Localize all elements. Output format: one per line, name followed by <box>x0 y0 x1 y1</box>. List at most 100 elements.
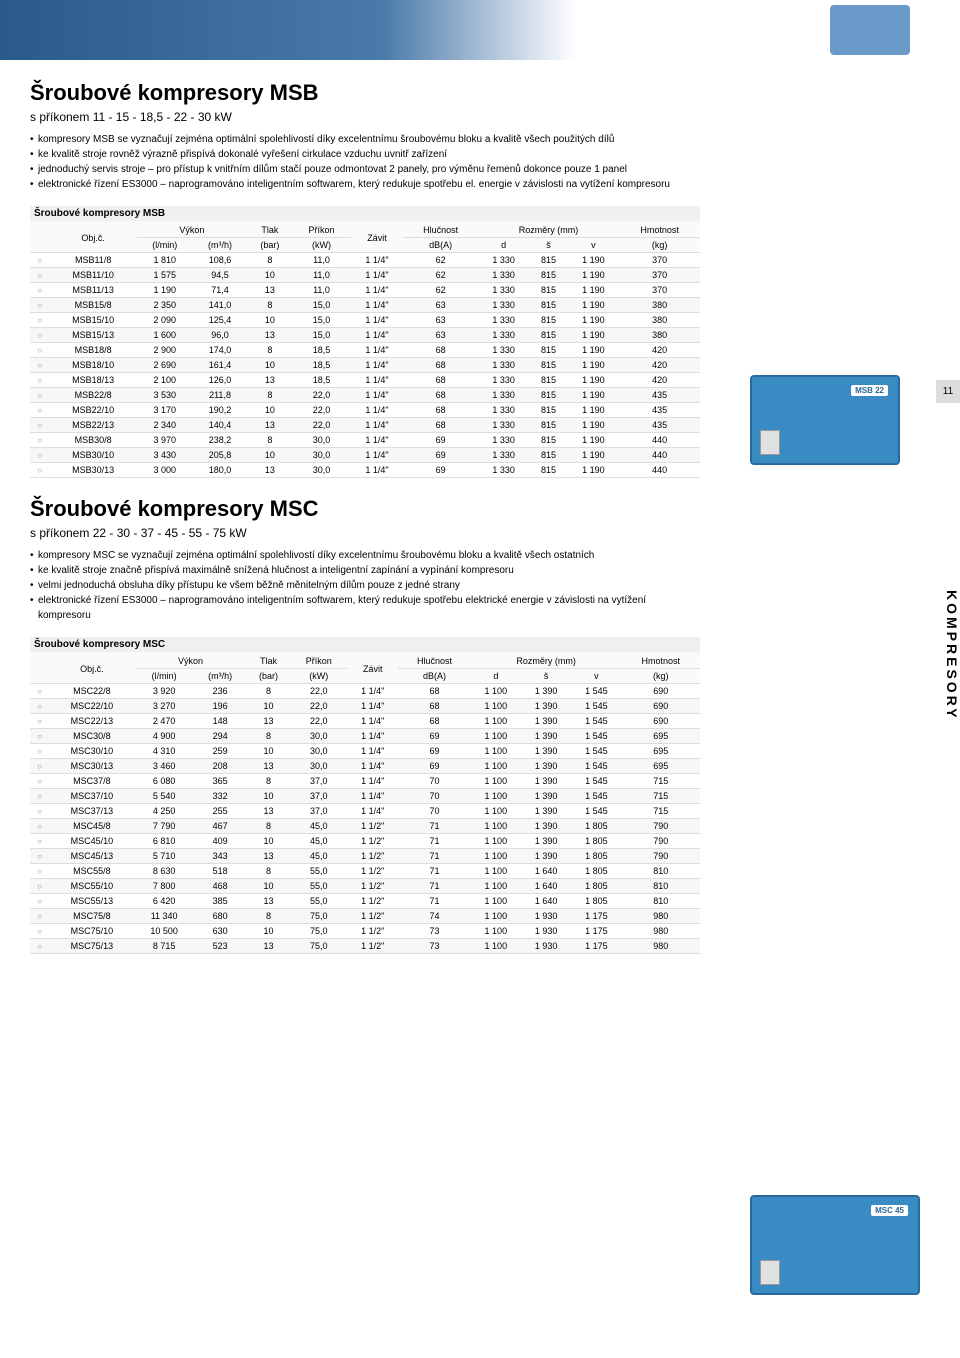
table-cell: 8 <box>247 388 292 403</box>
table-cell: MSC22/10 <box>49 699 135 714</box>
table-cell: 1 1/4" <box>351 403 404 418</box>
table-cell: 140,4 <box>193 418 247 433</box>
table-cell: MSC37/8 <box>49 774 135 789</box>
table-cell: 1 1/4" <box>351 433 404 448</box>
table-cell: 18,5 <box>293 373 351 388</box>
table-cell: MSC55/8 <box>49 864 135 879</box>
table-cell: 13 <box>247 373 292 388</box>
col-hlucnost: Hlučnost <box>403 221 477 238</box>
table-cell: 1 1/2" <box>347 924 398 939</box>
table-cell: 259 <box>194 744 247 759</box>
table-cell: 1 805 <box>571 894 621 909</box>
row-marker-icon: ○ <box>30 373 50 388</box>
table-cell: 180,0 <box>193 463 247 478</box>
table-row: ○MSB22/83 530211,8822,01 1/4"681 3308151… <box>30 388 700 403</box>
table-cell: 1 190 <box>137 283 193 298</box>
table-cell: 815 <box>529 313 567 328</box>
table-cell: 8 630 <box>135 864 194 879</box>
table-cell: 1 100 <box>471 744 521 759</box>
col-s: š <box>529 238 567 253</box>
table-cell: 37,0 <box>291 804 347 819</box>
table-cell: 1 100 <box>471 729 521 744</box>
table-cell: 1 930 <box>521 939 571 954</box>
col-hmotnost: Hmotnost <box>621 652 700 669</box>
table-cell: 1 545 <box>571 789 621 804</box>
table-cell: 55,0 <box>291 864 347 879</box>
col-hmotnost: Hmotnost <box>619 221 700 238</box>
table-cell: 69 <box>398 729 470 744</box>
bullet-item: velmi jednoduchá obsluha díky přístupu k… <box>30 578 700 593</box>
table-cell: 1 190 <box>568 418 620 433</box>
row-marker-icon: ○ <box>30 774 49 789</box>
table-cell: 13 <box>247 714 291 729</box>
table-cell: 1 100 <box>471 849 521 864</box>
row-marker-icon: ○ <box>30 819 49 834</box>
page-number-tab: 11 <box>936 380 960 403</box>
table-cell: 790 <box>621 834 700 849</box>
table-cell: 74 <box>398 909 470 924</box>
table-cell: MSC22/13 <box>49 714 135 729</box>
table-cell: 70 <box>398 789 470 804</box>
table-cell: 1 390 <box>521 729 571 744</box>
table-cell: 8 <box>247 864 291 879</box>
col-bar: (bar) <box>247 669 291 684</box>
table-cell: 37,0 <box>291 789 347 804</box>
table-cell: 1 600 <box>137 328 193 343</box>
table-row: ○MSC30/133 4602081330,01 1/4"691 1001 39… <box>30 759 700 774</box>
table-cell: 810 <box>621 879 700 894</box>
table-cell: 1 175 <box>571 939 621 954</box>
col-d: d <box>478 238 530 253</box>
table-cell: 63 <box>403 298 477 313</box>
table-cell: MSC45/10 <box>49 834 135 849</box>
table-cell: 5 540 <box>135 789 194 804</box>
table-cell: 6 080 <box>135 774 194 789</box>
table-cell: 630 <box>194 924 247 939</box>
table-cell: 1 545 <box>571 699 621 714</box>
table-row: ○MSB30/83 970238,2830,01 1/4"691 3308151… <box>30 433 700 448</box>
table-cell: 815 <box>529 373 567 388</box>
table-row: ○MSC22/132 4701481322,01 1/4"681 1001 39… <box>30 714 700 729</box>
col-rozmery: Rozměry (mm) <box>478 221 619 238</box>
table-cell: 1 390 <box>521 819 571 834</box>
table-cell: 1 390 <box>521 804 571 819</box>
table-cell: 68 <box>403 418 477 433</box>
table-cell: 30,0 <box>291 759 347 774</box>
table-cell: 815 <box>529 433 567 448</box>
row-marker-icon: ○ <box>30 358 50 373</box>
table-cell: 1 190 <box>568 358 620 373</box>
table-cell: 1 1/4" <box>351 418 404 433</box>
table-cell: 126,0 <box>193 373 247 388</box>
table-cell: MSC55/13 <box>49 894 135 909</box>
bullet-item: kompresory MSC se vyznačují zejména opti… <box>30 548 700 563</box>
table-cell: 45,0 <box>291 849 347 864</box>
table-cell: 3 530 <box>137 388 193 403</box>
col-prikon: Příkon <box>293 221 351 238</box>
table-cell: 8 <box>247 819 291 834</box>
table-cell: 55,0 <box>291 894 347 909</box>
table-cell: 125,4 <box>193 313 247 328</box>
table-cell: 30,0 <box>291 729 347 744</box>
table-cell: 435 <box>619 388 700 403</box>
table-cell: 467 <box>194 819 247 834</box>
table-cell: 4 310 <box>135 744 194 759</box>
table-cell: 294 <box>194 729 247 744</box>
table-cell: 15,0 <box>293 328 351 343</box>
table-cell: 1 190 <box>568 313 620 328</box>
table-row: ○MSB22/103 170190,21022,01 1/4"681 33081… <box>30 403 700 418</box>
table-cell: 22,0 <box>291 714 347 729</box>
table-cell: 1 1/4" <box>347 759 398 774</box>
table-cell: 2 340 <box>137 418 193 433</box>
table-cell: 161,4 <box>193 358 247 373</box>
col-kg: (kg) <box>619 238 700 253</box>
table-cell: 69 <box>403 448 477 463</box>
table-cell: 3 970 <box>137 433 193 448</box>
table-cell: 2 350 <box>137 298 193 313</box>
table-cell: 715 <box>621 789 700 804</box>
table-cell: MSB11/13 <box>50 283 137 298</box>
table-cell: 7 800 <box>135 879 194 894</box>
table-cell: MSB11/10 <box>50 268 137 283</box>
bullet-item: ke kvalitě stroje značně přispívá maximá… <box>30 563 700 578</box>
msb-table: Obj.č. Výkon Tlak Příkon Závit Hlučnost … <box>30 221 700 478</box>
table-cell: 1 545 <box>571 714 621 729</box>
table-cell: 1 640 <box>521 894 571 909</box>
